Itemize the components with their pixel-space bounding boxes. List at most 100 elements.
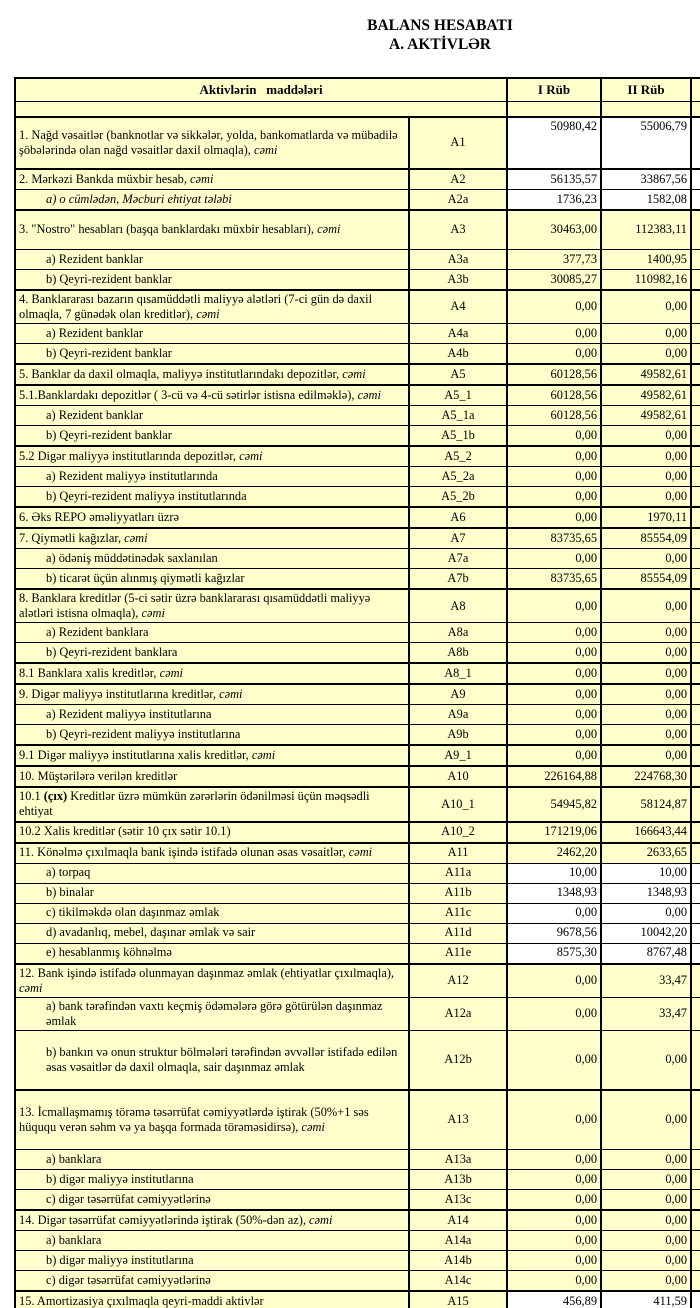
value-q2: 49582,61 [600,363,693,386]
value-q1[interactable]: 50980,42 [506,115,603,170]
row-label: e) hesablanmış köhnəlmə [14,942,410,964]
value-q1[interactable]: 8575,30 [506,942,603,964]
table-row: a) Rezident maliyyə institutlarında A5_2a… [14,466,700,487]
value-q3-clipped[interactable] [690,188,700,211]
table-row: b) ticarət üçün alınmış qiymətli kağızla… [14,568,700,590]
row-label: 13. İcmallaşmamış törəmə təsərrüfat cəmi… [14,1089,410,1150]
value-q2: 33,47 [600,996,693,1032]
value-q3-clipped [690,323,700,344]
value-q3-clipped[interactable] [690,167,700,190]
value-q1[interactable]: 456,89 [506,1290,603,1308]
value-q2: 33,47 [600,962,693,998]
row-code: A5_2a [407,466,509,487]
value-q2: 58124,87 [600,786,693,823]
row-label: b) binalar [14,882,410,904]
value-q1: 60128,56 [506,363,603,386]
table-row: b) digər maliyyə institutlarına A14b 0,00 0… [14,1250,700,1271]
value-q3-clipped [690,1149,700,1170]
value-q1: 0,00 [506,683,603,706]
row-code: A9a [407,704,509,726]
table-row: 5.1.Banklardakı depozitlər ( 3-cü və 4-c… [14,384,700,406]
header-quarter1: I Rüb [506,77,603,102]
value-q2[interactable]: 1348,93 [600,882,693,904]
value-q2: 0,00 [600,744,693,767]
row-label: a) torpaq [14,862,410,884]
value-q1: 60128,56 [506,384,603,406]
table-row: a) Rezident banklara A8a 0,00 0,00 [14,622,700,644]
row-code: A12a [407,996,509,1032]
value-q2: 0,00 [600,1149,693,1170]
row-code: A4a [407,323,509,344]
value-q1[interactable]: 56135,57 [506,167,603,190]
value-q3-clipped[interactable] [690,942,700,964]
value-q3-clipped[interactable] [690,1290,700,1308]
value-q3-clipped[interactable] [690,862,700,884]
row-code: A5_2 [407,445,509,467]
value-q2: 0,00 [600,1209,693,1231]
value-q2: 1970,11 [600,506,693,529]
value-q3-clipped[interactable] [690,882,700,904]
value-q2[interactable]: 0,00 [600,902,693,924]
value-q2[interactable]: 10042,20 [600,922,693,944]
row-label: 5. Banklar da daxil olmaqla, maliyyə ins… [14,363,410,386]
value-q1: 2462,20 [506,841,603,864]
value-q2[interactable]: 10,00 [600,862,693,884]
value-q2[interactable]: 1582,08 [600,188,693,211]
row-label: 12. Bank işində istifadə olunmayan daşın… [14,962,410,998]
value-q2: 0,00 [600,343,693,365]
value-q2[interactable]: 55006,79 [600,115,693,170]
row-label: 3. "Nostro" hesabları (başqa banklardakı… [14,208,410,250]
value-q2: 0,00 [600,425,693,447]
table-row: 11. Könəlmə çıxılmaqla bank işində istif… [14,841,700,864]
row-code: A7b [407,568,509,590]
row-label: a) Rezident maliyyə institutlarında [14,466,410,487]
table-row: c) digər təsərrüfat cəmiyyətlərinə A13c 0,… [14,1189,700,1211]
row-label: a) banklara [14,1230,410,1251]
value-q2: 0,00 [600,662,693,685]
value-q3-clipped [690,642,700,664]
value-q1: 0,00 [506,724,603,746]
value-q1: 0,00 [506,445,603,467]
value-q1: 0,00 [506,1189,603,1211]
table-row: a) Rezident banklar A4a 0,00 0,00 [14,323,700,344]
value-q3-clipped [690,588,700,624]
value-q2: 49582,61 [600,405,693,426]
row-code: A5_2b [407,486,509,508]
value-q1[interactable]: 1736,23 [506,188,603,211]
value-q3-clipped[interactable] [690,922,700,944]
row-label: a) Rezident banklar [14,323,410,344]
value-q2[interactable]: 33867,56 [600,167,693,190]
value-q3-clipped [690,527,700,549]
row-code: A8a [407,622,509,644]
value-q3-clipped [690,548,700,569]
value-q1: 0,00 [506,962,603,998]
value-q3-clipped [690,405,700,426]
value-q2[interactable]: 411,59 [600,1290,693,1308]
value-q3-clipped [690,1169,700,1190]
table-row: d) avadanlıq, mebel, daşınar əmlak və sa… [14,922,700,944]
value-q1: 0,00 [506,1250,603,1271]
value-q2: 0,00 [600,1250,693,1271]
value-q1: 0,00 [506,1230,603,1251]
value-q3-clipped [690,662,700,685]
value-q2: 0,00 [600,704,693,726]
value-q1[interactable]: 10,00 [506,862,603,884]
row-label: a) banklara [14,1149,410,1170]
value-q1[interactable]: 1348,93 [506,882,603,904]
table-row: e) hesablanmış köhnəlmə A11e 8575,30 8767,4… [14,942,700,964]
header-quarter3-clipped [690,77,700,102]
value-q3-clipped[interactable] [690,115,700,170]
value-q3-clipped [690,1230,700,1251]
row-label: b) Qeyri-rezident maliyyə institutlarına [14,724,410,746]
table-row: 10.2 Xalis kreditlər (sətir 10 çıx sətir… [14,820,700,843]
value-q3-clipped[interactable] [690,902,700,924]
value-q1: 30085,27 [506,268,603,291]
value-q2[interactable]: 8767,48 [600,942,693,964]
value-q2: 0,00 [600,323,693,344]
value-q1[interactable]: 0,00 [506,902,603,924]
table-row: a) banklara A14a 0,00 0,00 [14,1230,700,1251]
value-q2: 110982,16 [600,268,693,291]
value-q1[interactable]: 9678,56 [506,922,603,944]
row-code: A14 [407,1209,509,1231]
value-q2: 0,00 [600,466,693,487]
